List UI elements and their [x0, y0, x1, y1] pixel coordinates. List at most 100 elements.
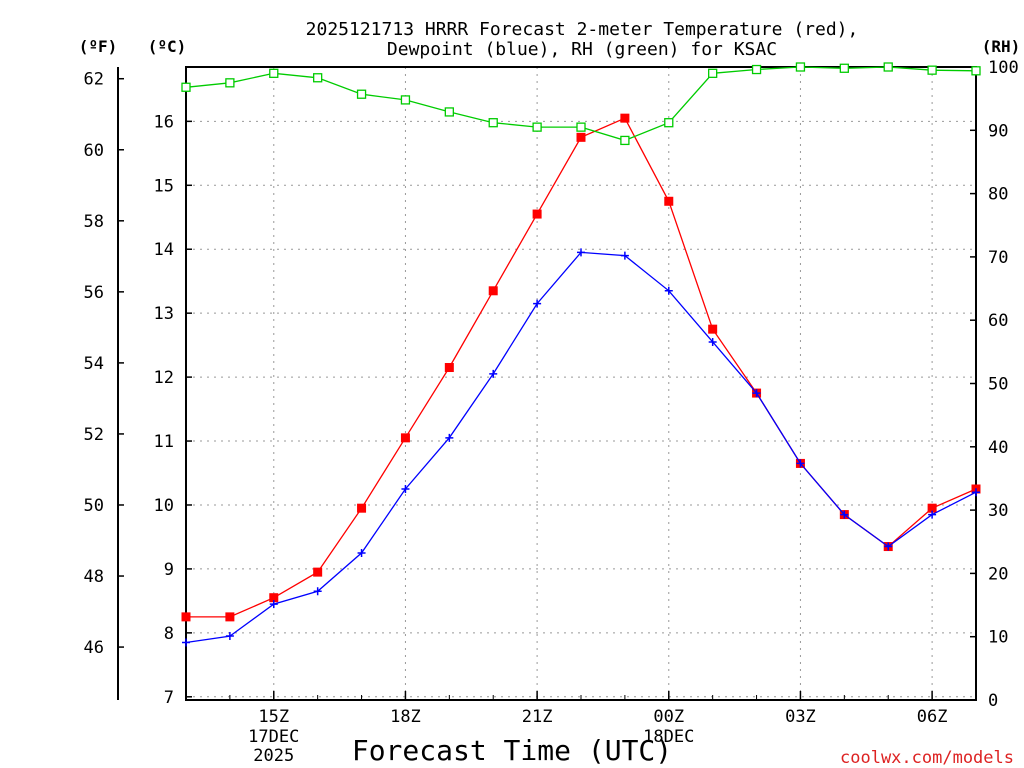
dewpoint-point-29	[884, 542, 893, 551]
dewpoint-point-16	[313, 587, 322, 596]
temperature-point-20	[488, 286, 498, 296]
temperature-point-19	[444, 363, 454, 373]
dewpoint-point-22	[577, 248, 585, 257]
rh-tick-label-20: 20	[988, 564, 1008, 584]
dewpoint-point-27	[796, 459, 805, 468]
dewpoint-point-23	[620, 251, 629, 260]
rh-tick-label-30: 30	[988, 501, 1008, 521]
c-tick-label-13: 13	[154, 304, 174, 324]
dewpoint-point-14	[225, 632, 234, 641]
x-tick-label-15Z: 15Z	[258, 707, 289, 727]
f-tick-label-54: 54	[84, 354, 104, 374]
c-tick-label-11: 11	[154, 432, 174, 452]
x-tick-year-15Z: 2025	[253, 746, 294, 766]
temperature-point-16	[313, 567, 323, 577]
rh-point-25	[708, 68, 718, 78]
rh-point-15	[269, 68, 279, 78]
dewpoint-point-30	[928, 510, 937, 519]
rh-tick-label-10: 10	[988, 628, 1008, 648]
dewpoint-line	[185, 251, 977, 644]
dewpoint-point-28	[840, 510, 849, 519]
rh-point-16	[313, 73, 323, 83]
rh-tick-label-70: 70	[988, 248, 1008, 268]
temperature-point-17	[357, 503, 367, 513]
celsius-unit-label: (ºC)	[148, 37, 187, 56]
temperature-point-14	[225, 612, 235, 622]
rh-tick-label-100: 100	[988, 58, 1019, 78]
dewpoint-point-15	[269, 600, 278, 609]
x-tick-date-00Z: 18DEC	[643, 727, 694, 747]
rh-point-30	[927, 65, 937, 75]
x-tick-label-18Z: 18Z	[390, 707, 421, 727]
x-tick-label-00Z: 00Z	[653, 707, 684, 727]
f-tick-label-60: 60	[84, 141, 104, 161]
dewpoint-point-13	[182, 638, 190, 647]
f-tick-label-48: 48	[84, 567, 104, 587]
rh-point-17	[356, 89, 367, 99]
c-tick-label-16: 16	[154, 112, 174, 132]
f-tick-label-58: 58	[84, 212, 104, 232]
rh-point-13	[181, 82, 191, 92]
chart-title-line1: 2025121713 HRRR Forecast 2-meter Tempera…	[306, 19, 859, 40]
rh-unit-label: (RH)	[982, 37, 1021, 56]
plot-frame	[185, 66, 977, 701]
temperature-point-25	[708, 324, 718, 334]
c-tick-label-8: 8	[164, 624, 174, 644]
rh-tick-label-50: 50	[988, 375, 1008, 395]
rh-point-18	[400, 95, 411, 105]
rh-tick-label-40: 40	[988, 438, 1008, 458]
dewpoint-point-26	[752, 389, 761, 398]
temperature-point-13	[181, 612, 191, 622]
c-tick-label-9: 9	[164, 560, 174, 580]
f-tick-label-62: 62	[84, 70, 104, 90]
dewpoint-point-17	[357, 548, 366, 557]
c-tick-label-7: 7	[164, 688, 174, 708]
rh-point-26	[751, 64, 762, 75]
f-tick-label-52: 52	[84, 425, 104, 445]
rh-point-23	[620, 135, 630, 146]
c-tick-label-10: 10	[154, 496, 174, 516]
dewpoint-point-21	[533, 299, 542, 308]
rh-point-24	[664, 118, 674, 128]
temperature-point-21	[532, 209, 542, 219]
rh-tick-label-0: 0	[988, 691, 998, 711]
x-tick-label-21Z: 21Z	[522, 707, 553, 727]
axes: 46 48 50 52 54 56 58 60 62 7 8 9 10 11 12 13 14 15 16 0 10 20…	[84, 58, 1019, 766]
x-axis-title: Forecast Time (UTC)	[352, 734, 672, 767]
c-tick-label-12: 12	[154, 368, 174, 388]
rh-point-14	[225, 78, 235, 88]
rh-point-22	[576, 122, 586, 132]
rh-point-21	[532, 122, 542, 132]
dewpoint-point-25	[708, 337, 717, 346]
dewpoint-point-19	[445, 433, 454, 442]
f-tick-label-46: 46	[84, 638, 104, 658]
temperature-line	[186, 117, 977, 618]
temperature-point-24	[664, 196, 674, 206]
fahrenheit-unit-label: (ºF)	[79, 37, 118, 56]
rh-point-20	[488, 118, 498, 128]
rh-point-27	[795, 62, 806, 72]
dewpoint-point-20	[489, 369, 498, 378]
grid	[186, 67, 976, 700]
chart-title-line2: Dewpoint (blue), RH (green) for KSAC	[387, 39, 777, 60]
data-series	[181, 62, 981, 647]
rh-point-28	[839, 63, 849, 73]
dewpoint-point-24	[664, 286, 673, 295]
temperature-point-23	[620, 113, 630, 123]
rh-point-19	[444, 107, 454, 117]
x-tick-label-06Z: 06Z	[917, 707, 948, 727]
watermark: coolwx.com/models	[840, 748, 1014, 768]
rh-tick-label-90: 90	[988, 121, 1008, 141]
f-tick-label-56: 56	[84, 283, 104, 303]
temperature-point-18	[400, 433, 410, 443]
temperature-point-22	[576, 132, 586, 142]
rh-point-31	[971, 66, 981, 76]
f-tick-label-50: 50	[84, 496, 104, 516]
rh-tick-label-60: 60	[988, 311, 1008, 331]
c-tick-label-14: 14	[154, 240, 174, 260]
c-tick-label-15: 15	[154, 176, 174, 196]
dewpoint-point-18	[401, 485, 410, 493]
rh-point-29	[883, 62, 893, 72]
x-tick-label-03Z: 03Z	[785, 707, 816, 727]
